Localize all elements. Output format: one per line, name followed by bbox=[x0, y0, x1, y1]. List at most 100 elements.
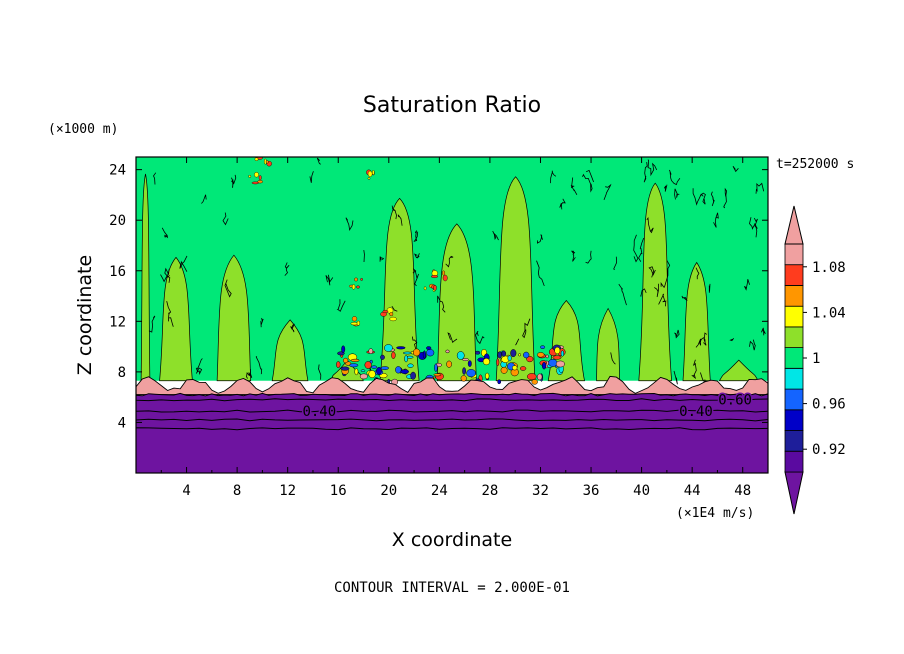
saturation-blob bbox=[368, 348, 374, 354]
contour-line bbox=[732, 165, 739, 173]
contour-line bbox=[166, 301, 172, 322]
contour-line bbox=[663, 184, 668, 192]
contour-line bbox=[723, 187, 728, 209]
contour-line bbox=[613, 256, 618, 271]
saturation-blob bbox=[518, 353, 521, 357]
contour-line bbox=[582, 173, 593, 193]
colorbar-over-arrow bbox=[784, 205, 804, 245]
y-tick-label: 8 bbox=[118, 365, 126, 381]
x-tick-label: 36 bbox=[583, 483, 600, 499]
x-tick-label: 16 bbox=[330, 483, 347, 499]
contour-line bbox=[179, 255, 188, 272]
contour-line bbox=[618, 283, 627, 306]
contour-line bbox=[643, 162, 648, 183]
contour-line bbox=[729, 338, 735, 342]
contour-line bbox=[345, 217, 354, 231]
contour-value-label: 0.40 bbox=[679, 404, 713, 420]
contour-line bbox=[309, 171, 314, 183]
saturation-blob bbox=[540, 345, 546, 349]
saturation-blob bbox=[410, 371, 416, 380]
saturation-blob bbox=[342, 357, 349, 364]
saturation-blob bbox=[456, 351, 465, 360]
contour-line bbox=[161, 227, 169, 239]
y-tick-label: 4 bbox=[118, 415, 126, 431]
saturation-blob bbox=[527, 373, 537, 381]
contour-line bbox=[153, 172, 157, 185]
contour-line bbox=[669, 169, 681, 186]
contour-line bbox=[437, 295, 446, 313]
contour-line bbox=[744, 279, 750, 291]
contour-line bbox=[703, 332, 708, 346]
contour-line bbox=[164, 267, 171, 283]
saturation-blob bbox=[389, 316, 397, 322]
saturation-blob bbox=[400, 369, 409, 374]
contour-line bbox=[260, 317, 264, 328]
saturation-blob bbox=[402, 351, 412, 355]
saturation-blob bbox=[507, 355, 512, 362]
saturation-blob bbox=[519, 366, 527, 371]
saturation-blob bbox=[482, 358, 490, 366]
y-axis-label: Z coordinate bbox=[74, 255, 96, 375]
saturation-blob bbox=[354, 277, 358, 282]
x-tick-label: 40 bbox=[633, 483, 650, 499]
contour-line bbox=[363, 250, 365, 263]
saturation-blob bbox=[554, 346, 561, 355]
saturation-blob bbox=[396, 346, 406, 350]
contour-interval-note: CONTOUR INTERVAL = 2.000E-01 bbox=[334, 580, 570, 596]
colorbar-segment bbox=[784, 388, 804, 411]
contour-line bbox=[160, 274, 170, 283]
contour-line bbox=[648, 266, 656, 278]
saturation-blob bbox=[340, 366, 350, 371]
contour-line bbox=[654, 283, 659, 298]
y-tick-label: 16 bbox=[109, 264, 126, 280]
contour-line bbox=[148, 315, 156, 333]
contour-line bbox=[753, 217, 758, 238]
y-tick-label: 20 bbox=[109, 213, 126, 229]
plot-area bbox=[136, 157, 768, 473]
x-tick-label: 24 bbox=[431, 483, 448, 499]
saturation-blob bbox=[354, 368, 359, 376]
saturation-blob bbox=[367, 170, 373, 178]
saturation-blob bbox=[248, 174, 252, 178]
saturation-blob bbox=[349, 363, 359, 368]
saturation-blob bbox=[537, 373, 543, 381]
colorbar-tick-label: 0.96 bbox=[812, 397, 846, 413]
contour-line bbox=[550, 170, 557, 184]
saturation-blob bbox=[407, 363, 414, 368]
saturation-blob bbox=[254, 157, 259, 161]
colorbar-segment bbox=[784, 409, 804, 431]
contour-line bbox=[522, 318, 531, 339]
saturation-blob bbox=[368, 370, 376, 379]
plume-region bbox=[140, 173, 151, 382]
saturation-blob bbox=[552, 355, 562, 360]
contour-line bbox=[316, 157, 321, 165]
colorbar-under-arrow bbox=[784, 471, 804, 515]
saturation-blob bbox=[466, 369, 476, 378]
contour-line bbox=[222, 212, 229, 226]
saturation-blob bbox=[548, 358, 558, 367]
contour-line bbox=[700, 192, 706, 205]
y-axis: 4 8 12 16 20 24 bbox=[109, 163, 768, 431]
contour-line bbox=[585, 250, 592, 264]
saturation-blob bbox=[380, 366, 389, 370]
saturation-blob bbox=[257, 180, 263, 184]
plume-region bbox=[682, 261, 711, 382]
plume-region bbox=[436, 223, 477, 382]
colorbar: 0.92 0.96 1 1.04 1.08 bbox=[784, 205, 846, 515]
x-tick-label: 48 bbox=[734, 483, 751, 499]
x-tick-label: 28 bbox=[481, 483, 498, 499]
saturation-blob bbox=[485, 372, 490, 380]
colorbar-segment bbox=[784, 450, 804, 473]
colorbar-segment bbox=[784, 243, 804, 266]
saturation-blob bbox=[467, 360, 472, 367]
contour-line bbox=[168, 317, 174, 327]
colorbar-tick-label: 0.92 bbox=[812, 442, 846, 458]
contour-line bbox=[674, 188, 680, 200]
saturation-blob bbox=[412, 348, 421, 357]
contour-line bbox=[397, 214, 403, 226]
contour-line bbox=[195, 367, 203, 376]
saturation-blob bbox=[360, 277, 363, 281]
contour-line bbox=[231, 174, 237, 188]
contour-line bbox=[537, 234, 543, 244]
